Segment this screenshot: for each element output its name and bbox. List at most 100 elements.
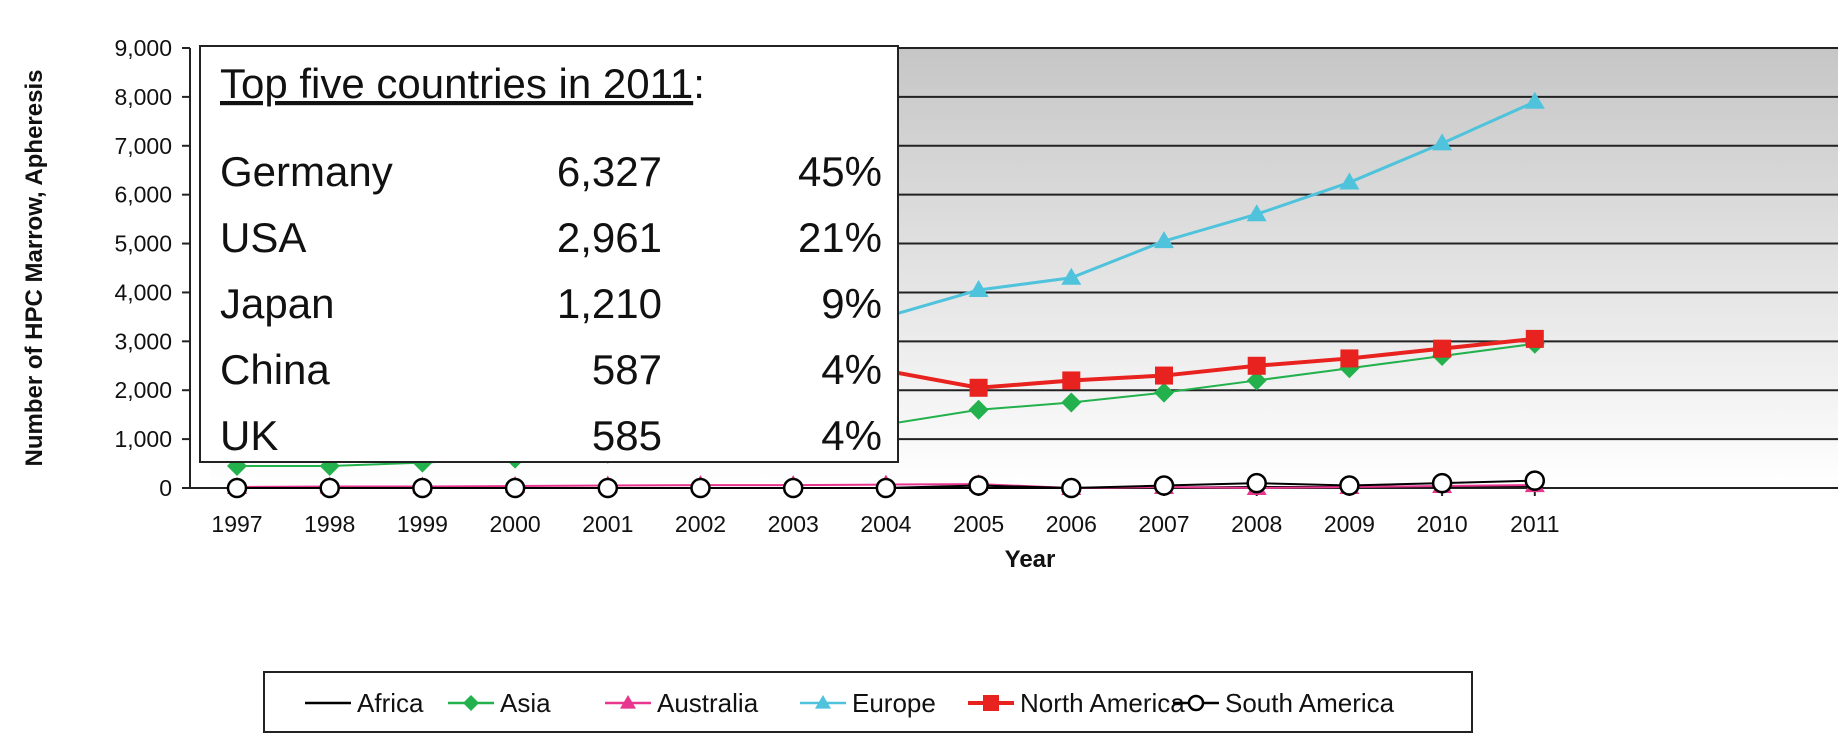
y-tick-label: 9,000: [114, 35, 172, 61]
data-point: [782, 477, 804, 499]
inset-table-title: Top five countries in 2011: [220, 60, 693, 107]
data-point: [1153, 475, 1175, 496]
inset-country: UK: [220, 412, 278, 459]
data-point: [1246, 472, 1267, 494]
data-point: [1154, 231, 1174, 249]
legend-marker: [1187, 694, 1205, 712]
legend-item: Asia: [448, 688, 551, 718]
data-point: [1061, 267, 1082, 285]
data-point: [1339, 172, 1360, 190]
x-tick-label: 2009: [1324, 511, 1375, 537]
x-tick-labels: 1997 1998 1999 2000 2001 2002 2003 2004 2005 2006…: [211, 488, 1560, 537]
data-point: [1246, 204, 1267, 222]
x-tick-label: 1999: [397, 511, 448, 537]
inset-country: USA: [220, 214, 306, 261]
data-point: [226, 477, 248, 499]
inset-country: Germany: [220, 148, 393, 195]
legend-marker: [983, 695, 999, 711]
legend-label: Asia: [500, 688, 551, 718]
legend-label: Africa: [357, 688, 424, 718]
data-point: [969, 378, 988, 397]
legend-label: North America: [1020, 688, 1185, 718]
inset-count: 585: [592, 412, 662, 459]
inset-count: 6,327: [557, 148, 662, 195]
legend-items: Africa Asia Australia Europe North America So…: [305, 688, 1395, 718]
y-tick-label: 6,000: [114, 182, 172, 208]
series-south-america: [226, 470, 1546, 499]
legend-marker: [815, 695, 831, 709]
data-point: [1433, 339, 1452, 358]
inset-table-title-suffix: :: [693, 60, 705, 107]
data-point: [1432, 133, 1453, 151]
inset-percent: 9%: [821, 280, 882, 327]
data-point: [1155, 366, 1173, 385]
x-tick-label: 2002: [675, 511, 726, 537]
inset-country: Japan: [220, 280, 334, 327]
data-point: [875, 477, 897, 499]
legend-label: South America: [1225, 688, 1395, 718]
legend-item: South America: [1173, 688, 1395, 718]
data-point: [319, 477, 340, 499]
x-tick-label: 1997: [211, 511, 262, 537]
data-point: [504, 477, 526, 499]
data-point: [1339, 475, 1360, 496]
data-point: [1062, 371, 1081, 390]
y-axis-title: Number of HPC Marrow, Apheresis: [21, 70, 48, 467]
legend-label: Australia: [657, 688, 759, 718]
inset-row: UK 585 4%: [220, 412, 882, 459]
y-tick-label: 3,000: [114, 328, 172, 354]
y-tick-label: 2,000: [114, 377, 172, 403]
data-point: [968, 475, 989, 496]
x-tick-label: 1998: [304, 511, 355, 537]
data-point: [1524, 91, 1545, 109]
x-tick-label: 2006: [1046, 511, 1097, 537]
inset-count: 2,961: [557, 214, 662, 261]
x-tick-label: 2005: [953, 511, 1004, 537]
inset-row: China 587 4%: [220, 346, 882, 393]
legend-item: North America: [968, 688, 1185, 718]
data-point: [1154, 382, 1174, 403]
inset-row: USA 2,961 21%: [220, 214, 882, 261]
inset-table-rows: Germany 6,327 45% USA 2,961 21% Japan 1,210 9% Ch…: [220, 148, 882, 459]
inset-row: Japan 1,210 9%: [220, 280, 882, 327]
x-tick-label: 2011: [1510, 511, 1559, 537]
data-point: [597, 477, 619, 499]
x-tick-label: 2001: [582, 511, 633, 537]
data-point: [968, 280, 989, 297]
data-point: [1247, 356, 1266, 375]
y-tick-label: 5,000: [114, 231, 172, 257]
inset-count: 1,210: [557, 280, 662, 327]
data-point: [690, 477, 711, 499]
x-tick-label: 2008: [1231, 511, 1282, 537]
x-axis-title: Year: [1005, 546, 1056, 573]
legend-marker: [463, 695, 479, 711]
data-point: [1061, 477, 1082, 499]
y-tick-label: 1,000: [114, 426, 172, 452]
legend-item: Africa: [305, 688, 424, 718]
legend-item: Australia: [605, 688, 759, 718]
legend-marker: [620, 695, 636, 709]
data-point: [968, 399, 989, 420]
data-point: [412, 477, 433, 499]
data-point: [1061, 392, 1082, 413]
y-tick-label: 8,000: [114, 84, 172, 110]
inset-table: Top five countries in 2011: Germany 6,327…: [199, 45, 899, 463]
y-tick-label: 7,000: [114, 133, 172, 159]
x-tick-label: 2000: [490, 511, 541, 537]
y-tick-label: 4,000: [114, 279, 172, 305]
x-tick-label: 2004: [860, 511, 911, 537]
inset-percent: 21%: [798, 214, 882, 261]
x-tick-label: 2007: [1138, 511, 1189, 537]
data-point: [1524, 470, 1546, 491]
legend: Africa Asia Australia Europe North America So…: [263, 671, 1473, 733]
inset-percent: 4%: [821, 412, 882, 459]
y-tick-labels: 0 1,000 2,000 3,000 4,000 5,000 6,000 7,000 8,00…: [114, 35, 190, 501]
inset-country: China: [220, 346, 330, 393]
legend-label: Europe: [852, 688, 936, 718]
x-tick-label: 2010: [1417, 511, 1468, 537]
y-tick-label: 0: [159, 475, 172, 501]
x-tick-label: 2003: [768, 511, 819, 537]
data-point: [1525, 329, 1544, 348]
inset-percent: 4%: [821, 346, 882, 393]
